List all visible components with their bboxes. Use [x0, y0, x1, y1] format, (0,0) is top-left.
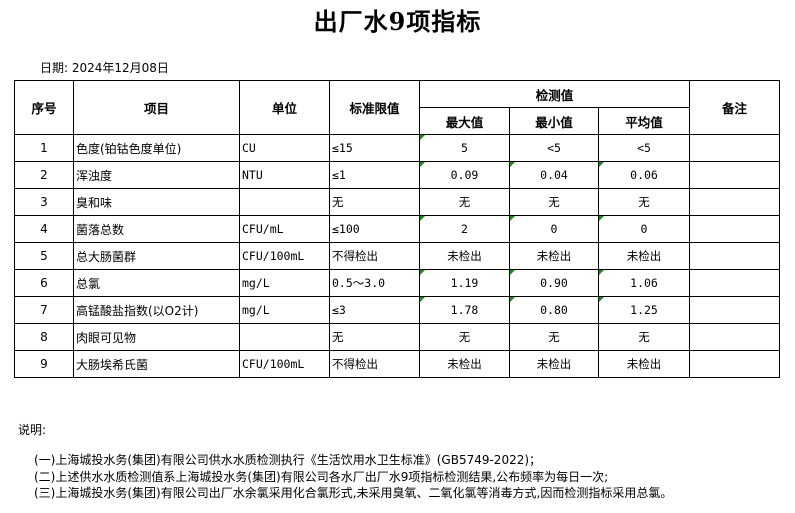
- item-name: 肉眼可见物: [73, 323, 240, 351]
- table-row: 5 总大肠菌群 CFU/100mL 不得检出 未检出 未检出 未检出: [14, 242, 780, 270]
- limit: ≤3: [329, 296, 420, 324]
- max-value: 2: [419, 215, 510, 243]
- header-unit: 单位: [239, 80, 330, 135]
- row-no: 7: [14, 296, 74, 324]
- notes-label: 说明:: [18, 423, 47, 437]
- row-no: 1: [14, 134, 74, 162]
- item-name: 高锰酸盐指数(以O2计): [73, 296, 240, 324]
- limit: ≤1: [329, 161, 420, 189]
- note-line: (三)上海城投水务(集团)有限公司出厂水余氯采用化合氯形式,未采用臭氧、二氧化氯…: [34, 486, 673, 500]
- avg-value: 未检出: [598, 350, 690, 378]
- header-min: 最小值: [509, 107, 599, 135]
- avg-value: 无: [598, 323, 690, 351]
- row-no: 3: [14, 188, 74, 216]
- unit: mg/L: [239, 296, 330, 324]
- notes-list: (一)上海城投水务(集团)有限公司供水水质检测执行《生活饮用水卫生标准》(GB5…: [34, 452, 672, 502]
- note-line: (一)上海城投水务(集团)有限公司供水水质检测执行《生活饮用水卫生标准》(GB5…: [34, 453, 542, 467]
- row-no: 6: [14, 269, 74, 297]
- remark: [689, 296, 780, 324]
- avg-value: 1.25: [598, 296, 690, 324]
- min-value: 0.04: [509, 161, 599, 189]
- max-value: 0.09: [419, 161, 510, 189]
- limit: 无: [329, 188, 420, 216]
- table-row: 6 总氯 mg/L 0.5～3.0 1.19 0.90 1.06: [14, 269, 780, 297]
- table-row: 9 大肠埃希氏菌 CFU/100mL 不得检出 未检出 未检出 未检出: [14, 350, 780, 378]
- report-date: 日期: 2024年12月08日: [40, 61, 169, 75]
- max-value: 5: [419, 134, 510, 162]
- avg-value: 1.06: [598, 269, 690, 297]
- header-item: 项目: [73, 80, 240, 135]
- unit: [239, 323, 330, 351]
- limit: ≤100: [329, 215, 420, 243]
- remark: [689, 188, 780, 216]
- item-name: 臭和味: [73, 188, 240, 216]
- header-measured: 检测值: [419, 80, 690, 108]
- table-row: 4 菌落总数 CFU/mL ≤100 2 0 0: [14, 215, 780, 243]
- note-line: (二)上述供水水质检测值系上海城投水务(集团)有限公司各水厂出厂水9项指标检测结…: [34, 469, 609, 484]
- header-remark: 备注: [689, 80, 780, 135]
- avg-value: <5: [598, 134, 690, 162]
- item-name: 浑浊度: [73, 161, 240, 189]
- item-name: 总大肠菌群: [73, 242, 240, 270]
- header-avg: 平均值: [598, 107, 690, 135]
- min-value: 0: [509, 215, 599, 243]
- item-name: 菌落总数: [73, 215, 240, 243]
- max-value: 无: [419, 188, 510, 216]
- unit: NTU: [239, 161, 330, 189]
- header-no: 序号: [14, 80, 74, 135]
- remark: [689, 161, 780, 189]
- unit: CFU/mL: [239, 215, 330, 243]
- max-value: 1.19: [419, 269, 510, 297]
- row-no: 4: [14, 215, 74, 243]
- table-row: 1 色度(铂钴色度单位) CU ≤15 5 <5 <5: [14, 134, 780, 162]
- min-value: 未检出: [509, 242, 599, 270]
- avg-value: 0: [598, 215, 690, 243]
- table-row: 2 浑浊度 NTU ≤1 0.09 0.04 0.06: [14, 161, 780, 189]
- limit: 不得检出: [329, 242, 420, 270]
- remark: [689, 323, 780, 351]
- item-name: 总氯: [73, 269, 240, 297]
- unit: CFU/100mL: [239, 350, 330, 378]
- limit: ≤15: [329, 134, 420, 162]
- row-no: 9: [14, 350, 74, 378]
- unit: CU: [239, 134, 330, 162]
- min-value: 无: [509, 323, 599, 351]
- avg-value: 未检出: [598, 242, 690, 270]
- min-value: <5: [509, 134, 599, 162]
- min-value: 0.80: [509, 296, 599, 324]
- limit: 无: [329, 323, 420, 351]
- header-limit: 标准限值: [329, 80, 420, 135]
- min-value: 未检出: [509, 350, 599, 378]
- page-title: 出厂水9项指标: [313, 7, 482, 36]
- limit: 0.5～3.0: [329, 269, 420, 297]
- table-row: 8 肉眼可见物无无无无: [14, 323, 780, 351]
- max-value: 未检出: [419, 350, 510, 378]
- item-name: 大肠埃希氏菌: [73, 350, 240, 378]
- row-no: 8: [14, 323, 74, 351]
- min-value: 无: [509, 188, 599, 216]
- min-value: 0.90: [509, 269, 599, 297]
- remark: [689, 134, 780, 162]
- avg-value: 0.06: [598, 161, 690, 189]
- item-name: 色度(铂钴色度单位): [73, 134, 240, 162]
- max-value: 无: [419, 323, 510, 351]
- limit: 不得检出: [329, 350, 420, 378]
- remark: [689, 269, 780, 297]
- remark: [689, 242, 780, 270]
- max-value: 1.78: [419, 296, 510, 324]
- avg-value: 无: [598, 188, 690, 216]
- header-max: 最大值: [419, 107, 510, 135]
- unit: [239, 188, 330, 216]
- row-no: 2: [14, 161, 74, 189]
- row-no: 5: [14, 242, 74, 270]
- table-row: 3 臭和味无无无无: [14, 188, 780, 216]
- remark: [689, 215, 780, 243]
- unit: mg/L: [239, 269, 330, 297]
- table-row: 7 高锰酸盐指数(以O2计) mg/L ≤3 1.78 0.80 1.25: [14, 296, 780, 324]
- max-value: 未检出: [419, 242, 510, 270]
- water-quality-table: 序号 项目 单位 标准限值 检测值 备注 最大值 最小值 平均值 1 色度(铂钴色…: [14, 80, 780, 378]
- unit: CFU/100mL: [239, 242, 330, 270]
- remark: [689, 350, 780, 378]
